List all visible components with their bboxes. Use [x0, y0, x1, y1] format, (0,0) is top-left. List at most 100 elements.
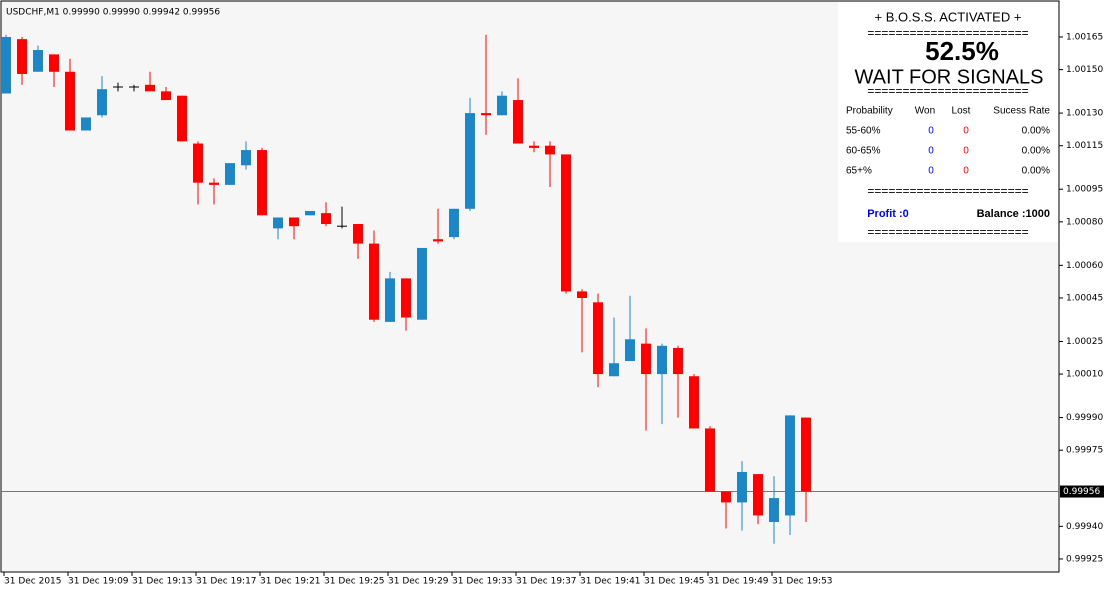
candle-body — [369, 243, 379, 320]
candle-body — [481, 113, 491, 116]
table-cell: 0 — [963, 126, 969, 137]
y-tick-label: 1.00025 — [1066, 337, 1103, 347]
panel-status: WAIT FOR SIGNALS — [855, 66, 1044, 88]
candle-body — [609, 363, 619, 377]
separator: ======================= — [867, 84, 1028, 98]
x-tick-label: 31 Dec 19:49 — [708, 577, 769, 587]
panel-percent: 52.5% — [925, 36, 999, 66]
y-tick-label: 0.99925 — [1066, 554, 1103, 564]
profit: Profit :0 — [867, 208, 909, 220]
x-tick-label: 31 Dec 19:37 — [516, 577, 577, 587]
table-cell: 0 — [963, 166, 969, 177]
table-header: Probability — [846, 106, 893, 117]
separator: ======================= — [867, 225, 1028, 239]
candle-body — [1, 36, 11, 94]
candle-body — [769, 498, 779, 522]
candle-body — [577, 291, 587, 298]
current-price-label: 0.99956 — [1063, 487, 1100, 497]
x-tick-label: 31 Dec 19:53 — [772, 577, 833, 587]
table-header: Won — [915, 106, 935, 117]
candle-body — [65, 71, 75, 131]
y-tick-label: 1.00010 — [1066, 370, 1103, 380]
table-cell: 55-60% — [846, 126, 881, 137]
candle-body — [529, 145, 539, 148]
candle-body — [417, 247, 427, 320]
candle-body — [305, 210, 315, 216]
separator: ======================= — [867, 26, 1028, 40]
candle-body — [513, 100, 523, 144]
x-tick-label: 31 Dec 19:17 — [196, 577, 257, 587]
candle-body — [801, 417, 811, 492]
chart-header: USDCHF,M1 0.99990 0.99990 0.99942 0.9995… — [6, 8, 220, 18]
table-cell: 0.00% — [1022, 146, 1050, 157]
candle-body — [209, 182, 219, 185]
candle-body — [385, 278, 395, 322]
candle-body — [625, 339, 635, 362]
y-tick-label: 0.99940 — [1066, 522, 1103, 532]
candle-body — [81, 117, 91, 131]
candle-body — [465, 113, 475, 209]
candle-body — [433, 239, 443, 242]
x-tick-label: 31 Dec 19:29 — [388, 577, 449, 587]
y-tick-label: 1.00045 — [1066, 293, 1103, 303]
y-tick-label: 0.99990 — [1066, 413, 1103, 423]
table-header: Lost — [952, 106, 971, 117]
table-cell: 0 — [928, 166, 934, 177]
separator: ======================= — [867, 184, 1028, 198]
candle-body — [193, 143, 203, 183]
table-header: Sucess Rate — [993, 106, 1050, 117]
candle-body — [593, 302, 603, 375]
y-tick-label: 0.99975 — [1066, 446, 1103, 456]
candle-body — [753, 474, 763, 516]
candle-body — [241, 150, 251, 166]
candle-body — [737, 471, 747, 503]
candle-body — [545, 145, 555, 155]
y-tick-label: 1.00095 — [1066, 185, 1103, 195]
candle-body — [321, 213, 331, 225]
table-cell: 0 — [928, 146, 934, 157]
candle-body — [49, 54, 59, 72]
table-cell: 0 — [928, 126, 934, 137]
candle-body — [97, 89, 107, 116]
candle-body — [497, 95, 507, 116]
panel-title: + B.O.S.S. ACTIVATED + — [875, 9, 1022, 24]
candle-body — [785, 415, 795, 516]
candle-body — [561, 154, 571, 292]
candle-body — [33, 50, 43, 72]
candle-body — [257, 150, 267, 216]
x-tick-label: 31 Dec 2015 — [4, 577, 62, 587]
candle-body — [401, 278, 411, 318]
candle-body — [289, 217, 299, 227]
x-tick-label: 31 Dec 19:13 — [132, 577, 193, 587]
panel-bg — [838, 2, 1058, 242]
x-tick-label: 31 Dec 19:41 — [580, 577, 641, 587]
y-tick-label: 1.00165 — [1066, 32, 1103, 42]
x-tick-label: 31 Dec 19:09 — [68, 577, 129, 587]
y-tick-label: 1.00130 — [1066, 109, 1103, 119]
candle-body — [177, 95, 187, 142]
table-cell: 60-65% — [846, 146, 881, 157]
table-cell: 0.00% — [1022, 126, 1050, 137]
candle-body — [145, 84, 155, 92]
x-tick-label: 31 Dec 19:45 — [644, 577, 705, 587]
candle-body — [17, 39, 27, 74]
table-cell: 65+% — [846, 166, 872, 177]
y-tick-label: 1.00115 — [1066, 141, 1103, 151]
y-tick-label: 1.00060 — [1066, 261, 1103, 271]
candle-body — [657, 345, 667, 375]
candle-body — [689, 376, 699, 429]
table-cell: 0 — [963, 146, 969, 157]
candle-body — [641, 343, 651, 375]
x-tick-label: 31 Dec 19:33 — [452, 577, 513, 587]
y-tick-label: 1.00150 — [1066, 65, 1103, 75]
x-tick-label: 31 Dec 19:25 — [324, 577, 385, 587]
candle-body — [161, 91, 171, 101]
candle-body — [705, 428, 715, 492]
x-tick-label: 31 Dec 19:21 — [260, 577, 321, 587]
candle-body — [273, 217, 283, 229]
candle-body — [353, 224, 363, 244]
table-cell: 0.00% — [1022, 166, 1050, 177]
candle-body — [225, 163, 235, 185]
